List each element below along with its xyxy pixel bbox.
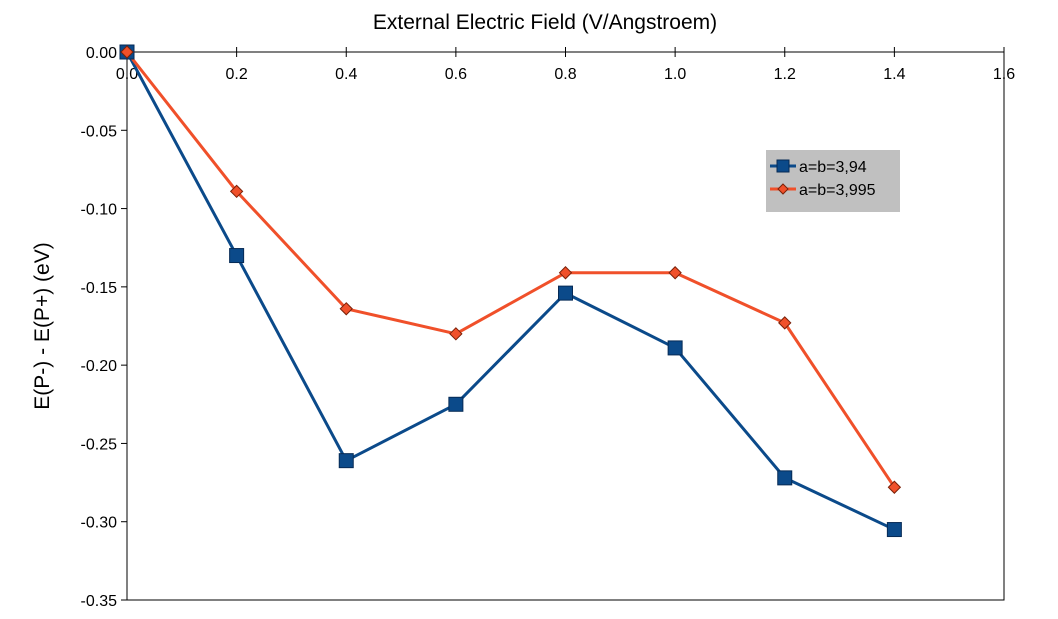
x-tick-label: 1.4: [883, 66, 905, 83]
data-point-square: [886, 522, 902, 538]
data-point-diamond: [778, 316, 792, 330]
x-tick-label: 1.6: [993, 66, 1015, 83]
legend: a=b=3,94 a=b=3,995: [766, 150, 900, 212]
data-point-diamond: [449, 327, 463, 341]
data-point-diamond: [558, 266, 573, 280]
y-tick-label: -0.15: [81, 280, 118, 297]
x-tick-label: 0.2: [226, 66, 248, 83]
x-tick-label: 1.0: [664, 66, 686, 83]
series-line-2: [125, 51, 896, 489]
y-tick-label: -0.30: [81, 515, 118, 532]
legend-label: a=b=3,94: [799, 159, 867, 176]
chart-title: External Electric Field (V/Angstroem): [373, 11, 717, 34]
y-tick-label: -0.10: [81, 202, 118, 219]
x-tick-label: 0.4: [335, 66, 357, 83]
legend-label: a=b=3,995: [799, 182, 876, 199]
x-tick-label: 0.8: [554, 66, 576, 83]
x-tick-label: 0.6: [445, 66, 467, 83]
data-point-square: [777, 470, 793, 486]
series-line-1: [125, 51, 896, 531]
data-point-diamond: [339, 302, 353, 316]
y-tick-label: -0.35: [81, 593, 118, 610]
legend-marker-diamond: [777, 183, 789, 195]
data-point-square: [338, 453, 354, 469]
y-tick-label: -0.20: [81, 358, 118, 375]
y-axis-label: E(P-) - E(P+) (eV): [31, 242, 54, 409]
data-point-square: [667, 340, 683, 356]
x-tick-label: 1.2: [774, 66, 796, 83]
data-point-square: [558, 285, 573, 301]
data-point-diamond: [229, 184, 244, 199]
x-tick-label: 0.0: [116, 66, 138, 83]
legend-marker-square: [776, 159, 790, 173]
plot-area: 0.00 -0.05 -0.10 -0.15 -0.20 -0.25 -0.30 -0.35 0…: [81, 44, 1015, 610]
y-tick-label: -0.05: [81, 123, 118, 140]
data-point-diamond: [668, 266, 682, 280]
y-tick-label: 0.00: [86, 45, 117, 62]
data-point-square: [229, 248, 245, 264]
data-point-square: [448, 396, 464, 412]
data-point-diamond: [887, 480, 902, 494]
y-tick-label: -0.25: [81, 436, 118, 453]
data-point-diamond: [120, 45, 134, 59]
